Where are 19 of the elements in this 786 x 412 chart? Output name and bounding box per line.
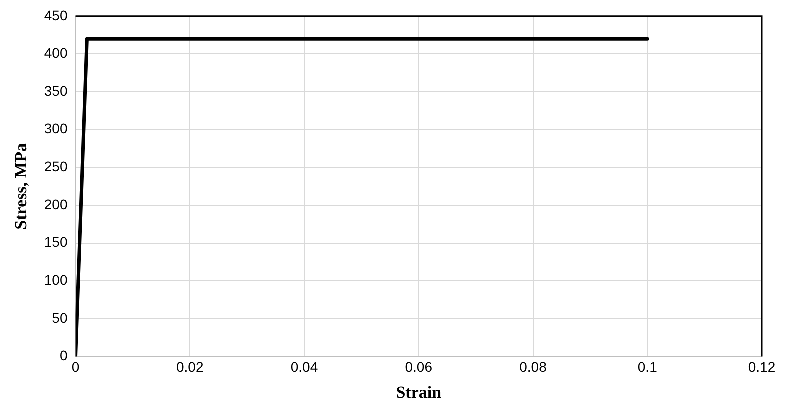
y-tick-label: 350 (44, 82, 68, 99)
y-tick-label: 200 (44, 196, 68, 212)
y-tick-label: 450 (44, 7, 68, 24)
x-tick-label: 0.02 (176, 359, 204, 376)
y-tick-label: 50 (52, 310, 68, 326)
y-tick-label: 150 (44, 234, 68, 250)
x-tick-label: 0.08 (520, 359, 548, 376)
x-tick-label: 0.1 (638, 359, 658, 376)
y-tick-label: 250 (44, 158, 68, 175)
x-tick-label: 0 (72, 359, 80, 376)
x-tick-label: 0.04 (290, 359, 318, 376)
y-tick-label: 300 (44, 120, 68, 137)
x-axis-title: Strain (396, 383, 442, 402)
x-tick-label: 0.06 (405, 359, 433, 376)
y-tick-label: 0 (60, 348, 68, 364)
y-tick-label: 100 (44, 272, 68, 288)
y-axis-title: Stress, MPa (12, 142, 31, 230)
y-tick-label: 400 (44, 45, 68, 62)
x-tick-label: 0.12 (748, 359, 776, 376)
